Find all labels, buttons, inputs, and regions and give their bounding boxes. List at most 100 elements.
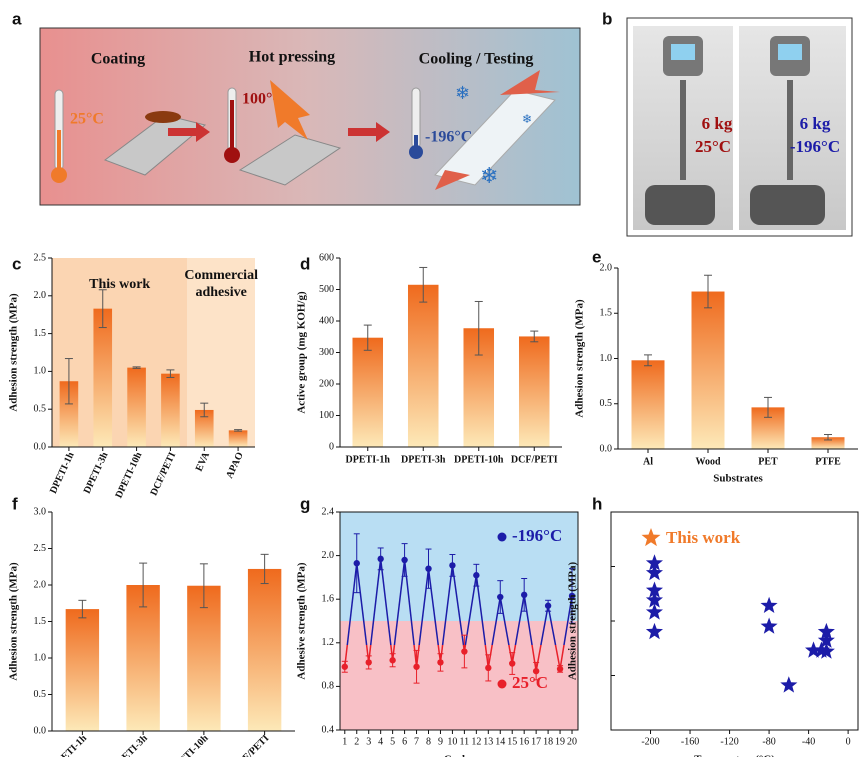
- panel-label: c: [12, 254, 21, 273]
- line-segment: [484, 645, 490, 668]
- peel-arrow: [435, 170, 470, 190]
- y-tick-label: 100: [319, 410, 334, 421]
- x-tick-label: 13: [483, 736, 493, 747]
- x-tick-label: 7: [414, 736, 419, 747]
- line-segment: [547, 605, 557, 645]
- y-tick-label: 600: [319, 252, 334, 263]
- annotation: Commercial: [184, 268, 258, 283]
- marker: [389, 657, 396, 664]
- x-tick-label: Al: [643, 456, 653, 467]
- thermometer-fill: [230, 100, 234, 153]
- x-tick-label: DPETI-10h: [454, 454, 504, 465]
- x-tick-label: DCF/PETI: [231, 733, 272, 757]
- x-tick-label: 0: [846, 736, 851, 747]
- temperature-label: -196°C: [425, 129, 472, 146]
- line-segment: [346, 563, 358, 645]
- annotation: adhesive: [195, 285, 246, 300]
- star-marker: [805, 641, 823, 658]
- star-marker: [812, 641, 830, 658]
- x-tick-label: -200: [641, 736, 659, 747]
- star-marker: [760, 617, 778, 634]
- marker: [449, 562, 456, 569]
- star-marker: [780, 676, 798, 693]
- star-marker: [817, 631, 835, 648]
- axis: [339, 258, 562, 448]
- marker: [341, 663, 348, 670]
- x-tick-label: 6: [402, 736, 407, 747]
- marker: [353, 560, 360, 567]
- mass-label: 6 kg: [702, 114, 733, 133]
- y-tick-label: 0.0: [600, 443, 613, 454]
- weights: [645, 185, 715, 225]
- mass-label: 6 kg: [800, 114, 831, 133]
- line-segment: [464, 575, 478, 645]
- bar: [126, 585, 160, 731]
- panel-label: a: [12, 9, 22, 28]
- x-tick-label: 4: [378, 736, 383, 747]
- x-tick-label: DPETI-1h: [48, 450, 77, 495]
- snowflake: ❄: [480, 163, 498, 188]
- x-tick-label: DCF/PETI: [511, 454, 558, 465]
- y-tick-label: 0.8: [322, 681, 335, 692]
- star-marker: [645, 603, 663, 620]
- x-tick-label: DPETI-10h: [114, 450, 145, 500]
- y-tick-label: 1.0: [600, 353, 613, 364]
- y-tick-label: 1.0: [34, 366, 47, 377]
- axis-frame: [610, 511, 859, 731]
- bar: [194, 409, 214, 447]
- line-segment: [418, 568, 430, 645]
- line-segment: [523, 594, 533, 645]
- x-tick-label: 17: [531, 736, 541, 747]
- temperature-label: -196°C: [790, 137, 840, 156]
- panel-label: d: [300, 254, 310, 273]
- marker: [544, 602, 552, 609]
- y-tick-label: 1.6: [322, 593, 335, 604]
- star-marker: [645, 591, 663, 608]
- legend-label: This work: [666, 528, 741, 547]
- y-tick-label: 2.5: [34, 543, 47, 554]
- y-tick-label: 1.5: [34, 328, 47, 339]
- x-tick-label: PET: [758, 456, 778, 467]
- x-tick-label: 16: [519, 736, 529, 747]
- line-segment: [413, 645, 418, 667]
- temperature-label: 25°C: [70, 111, 104, 128]
- x-tick-label: 18: [543, 736, 553, 747]
- bar: [161, 373, 180, 447]
- x-tick-label: 14: [495, 736, 505, 747]
- x-tick-label: DPETI-10h: [168, 733, 211, 757]
- bar: [811, 437, 845, 449]
- y-tick-label: 0: [329, 441, 334, 452]
- marker: [509, 660, 516, 667]
- marker: [461, 648, 468, 655]
- marker: [401, 556, 408, 564]
- y-tick-label: 0.0: [34, 441, 47, 452]
- x-tick-label: DPETI-1h: [50, 733, 90, 757]
- strap: [787, 80, 793, 180]
- y-tick-label: 0.4: [322, 724, 335, 735]
- y-axis-label: Adhesion strength (MPa): [8, 562, 20, 681]
- x-tick-label: DPETI-3h: [401, 454, 446, 465]
- line-segment: [365, 645, 370, 663]
- marker: [425, 565, 432, 572]
- x-tick-label: 15: [507, 736, 517, 747]
- x-tick-label: APAO: [224, 450, 246, 480]
- legend-marker: [497, 532, 507, 542]
- line-segment: [441, 565, 454, 645]
- panel-label: h: [592, 494, 602, 513]
- line-segment: [511, 645, 517, 664]
- line-segment: [344, 645, 349, 667]
- thermometer-bulb: [224, 147, 240, 163]
- y-tick-label: 2.0: [600, 262, 613, 273]
- chart: 0.0 0.5 1.0 1.5 2.0 Adhesion strength (MPa) Su…: [574, 262, 858, 485]
- star-marker: [645, 554, 663, 571]
- y-tick-label: 2.4: [322, 506, 335, 517]
- charts: This work Commercial adhesive 0.0 0.5 1.0 1.5 2…: [8, 252, 859, 757]
- y-tick-label: 0.5: [600, 398, 613, 409]
- marker: [473, 572, 480, 579]
- line-segment: [491, 596, 502, 645]
- chart: 0 100 200 300 400 500 600 Active group (mg KOH/…: [296, 252, 562, 465]
- x-tick-label: 11: [460, 736, 470, 747]
- axis: [51, 512, 295, 732]
- axis: [51, 258, 255, 448]
- line-segment: [403, 559, 415, 645]
